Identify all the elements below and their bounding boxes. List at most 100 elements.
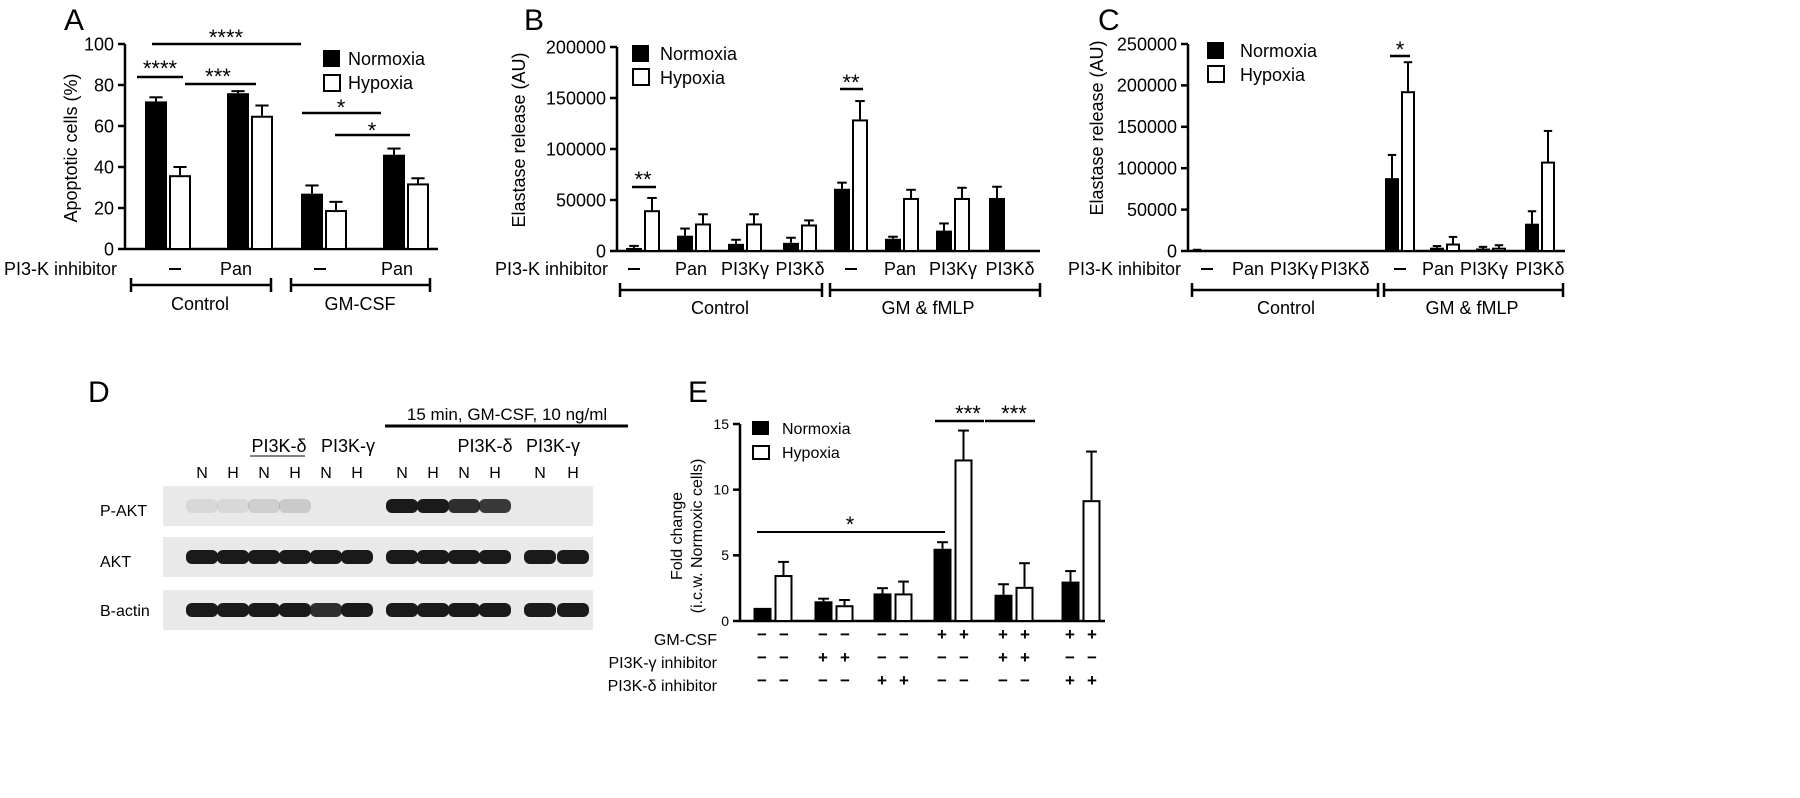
panel-a-bar-hypoxia [325, 210, 347, 251]
panel-b-y-tick-label: 0 [596, 241, 606, 261]
blot-inhibitor-label: PI3K-γ [526, 436, 580, 456]
panel-letter-d: D [88, 376, 110, 409]
panel-e-sign: − [757, 625, 767, 644]
panel-e-y-tick-label: 15 [713, 416, 729, 432]
panel-c-legend-normoxia-swatch [1207, 42, 1224, 59]
panel-b-condition-label: PI3Kδ [985, 259, 1034, 279]
panel-e-sign: + [1065, 671, 1075, 690]
panel-e-y-tick-label: 5 [721, 547, 729, 563]
panel-c-bar-normoxia [1525, 223, 1539, 251]
blot-band [186, 603, 218, 617]
blot-inhibitor-label: PI3K-δ [251, 436, 306, 456]
panel-e-sign: − [779, 625, 789, 644]
blot-band [524, 550, 556, 564]
panel-e-sign: + [1065, 625, 1075, 644]
panel-b-condition-label: PI3Kδ [775, 259, 824, 279]
panel-a-condition-label: Pan [220, 259, 252, 279]
panel-b-group-control: Control [691, 298, 749, 318]
panel-b-row-label: PI3-K inhibitor [495, 259, 608, 279]
blot-lane-label: N [534, 465, 546, 482]
panel-c-bar-hypoxia [1446, 243, 1460, 253]
panel-a-legend-hypoxia: Hypoxia [348, 73, 414, 93]
panel-a-bar-hypoxia [169, 175, 191, 250]
panel-e-sign: − [818, 625, 828, 644]
panel-e-bar-hypoxia [954, 459, 973, 622]
panel-c-y-tick-label: 50000 [1127, 200, 1177, 220]
panel-e-ylabel-2: (i.c.w. Normoxic cells) [689, 459, 706, 614]
panel-b-legend-normoxia-swatch [632, 45, 649, 62]
blot-band [557, 550, 589, 564]
blot-band [310, 550, 342, 564]
blot-band [479, 550, 511, 564]
panel-e-sign: − [779, 648, 789, 667]
blot-band [386, 550, 418, 564]
panel-e-legend-hypoxia: Hypoxia [782, 445, 840, 462]
panel-b-bar-normoxia [834, 188, 850, 251]
panel-e-legend-normoxia: Normoxia [782, 421, 851, 438]
panel-e-bar-normoxia [873, 593, 892, 621]
panel-e-sign: − [998, 671, 1008, 690]
panel-e-sign: + [1020, 625, 1030, 644]
panel-c-bar-hypoxia [1401, 91, 1415, 252]
panel-a-y-tick-label: 80 [94, 75, 114, 95]
panel-b-bar-hypoxia [801, 224, 817, 252]
panel-letter-a: A [64, 4, 84, 37]
panel-a-group-gm-csf: GM-CSF [325, 294, 396, 314]
panel-e-y-tick-label: 0 [721, 613, 729, 629]
panel-e-sign: + [877, 671, 887, 690]
panel-b-bar-normoxia [728, 243, 744, 251]
blot-band [386, 499, 418, 513]
panel-a-row-label: PI3-K inhibitor [4, 259, 117, 279]
panel-e-sign: − [937, 671, 947, 690]
panel-c-y-tick-label: 100000 [1117, 159, 1177, 179]
panel-e-sign: − [937, 648, 947, 667]
panel-e-sign: − [779, 671, 789, 690]
blot-band [248, 603, 280, 617]
panel-b-legend-hypoxia-swatch [632, 68, 650, 86]
panel-e-sign: + [1087, 625, 1097, 644]
panel-c-y-tick-label: 250000 [1117, 34, 1177, 54]
blot-band [217, 603, 249, 617]
panel-e-sign: + [899, 671, 909, 690]
blot-band [341, 550, 373, 564]
blot-lane-label: H [567, 465, 579, 482]
blot-inhibitor-label: PI3K-γ [321, 436, 375, 456]
panel-b-legend-hypoxia: Hypoxia [660, 68, 726, 88]
blot-band [279, 550, 311, 564]
blot-row-label-b-actin: B-actin [100, 603, 150, 620]
panel-b-bar-hypoxia [695, 223, 711, 253]
blot-band [186, 550, 218, 564]
blot-band [448, 499, 480, 513]
panel-e-sign: + [818, 648, 828, 667]
panel-e-sign: − [1087, 648, 1097, 667]
blot-band [417, 550, 449, 564]
panel-e-sign: − [840, 625, 850, 644]
panel-a-bar-hypoxia [407, 183, 429, 250]
panel-c-group-control: Control [1257, 298, 1315, 318]
blot-band [417, 603, 449, 617]
panel-e-sign: + [998, 625, 1008, 644]
blot-lane-label: N [320, 465, 332, 482]
blot-inhibitor-label: PI3K-δ [457, 436, 512, 456]
panel-e-sign: − [899, 648, 909, 667]
panel-b-bar-normoxia [626, 247, 642, 251]
panel-e-bar-hypoxia [1082, 500, 1101, 623]
panel-e-sign: − [877, 625, 887, 644]
panel-a-y-tick-label: 0 [104, 239, 114, 259]
blot-band [341, 603, 373, 617]
panel-c-group-gm-fmlp: GM & fMLP [1425, 298, 1518, 318]
blot-lane-label: N [258, 465, 270, 482]
blot-band [479, 499, 511, 513]
panel-b-condition-label: Pan [884, 259, 916, 279]
blot-lane-label: H [427, 465, 439, 482]
panel-e-sign: − [1065, 648, 1075, 667]
panel-c-y-tick-label: 150000 [1117, 117, 1177, 137]
blot-row-label-p-akt: P-AKT [100, 503, 147, 520]
panel-c-legend-hypoxia: Hypoxia [1240, 65, 1306, 85]
panel-a-group-control: Control [171, 294, 229, 314]
panel-a-condition-label: Pan [381, 259, 413, 279]
panel-e-bar-normoxia [753, 607, 772, 621]
panel-c-condition-label: Pan [1232, 259, 1264, 279]
panel-e-sign: − [1020, 671, 1030, 690]
panel-b-bar-hypoxia [644, 210, 660, 252]
